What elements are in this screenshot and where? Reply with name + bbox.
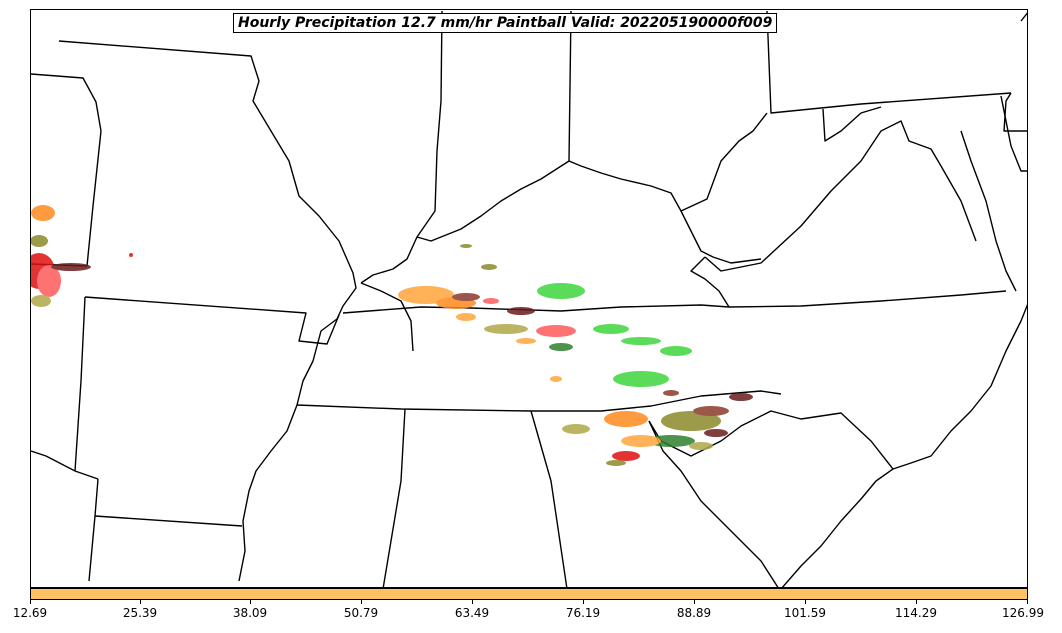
colorbar-tick bbox=[916, 600, 917, 604]
border-oh-wv bbox=[680, 112, 768, 212]
ohio-river bbox=[416, 160, 762, 264]
precip-blob bbox=[484, 324, 528, 334]
precip-blob bbox=[507, 307, 535, 315]
precip-blob bbox=[456, 313, 476, 321]
colorbar-tick-label: 12.69 bbox=[12, 606, 48, 620]
border-ok-ar bbox=[74, 296, 86, 472]
border-tx-ar bbox=[88, 478, 99, 582]
border-in-oh bbox=[568, 10, 572, 162]
precip-blob bbox=[562, 424, 590, 434]
mississippi-river bbox=[58, 40, 357, 582]
colorbar-tick bbox=[583, 600, 584, 604]
border-ky-tn bbox=[342, 304, 730, 314]
colorbar-tick-label: 126.99 bbox=[1002, 606, 1044, 620]
colorbar-tick-label: 101.59 bbox=[784, 606, 826, 620]
state-boundaries bbox=[31, 10, 1027, 587]
border-il-in bbox=[360, 10, 443, 284]
border-ok-tx bbox=[31, 450, 99, 480]
precip-blob bbox=[613, 371, 669, 387]
chesapeake bbox=[1000, 95, 1027, 172]
precip-blob bbox=[606, 460, 626, 466]
precip-blob bbox=[31, 205, 55, 221]
precip-blob bbox=[31, 235, 48, 247]
map-title: Hourly Precipitation 12.7 mm/hr Paintbal… bbox=[233, 13, 778, 33]
precip-blob bbox=[537, 283, 585, 299]
border-ar-la bbox=[94, 515, 243, 527]
border-mo-ar bbox=[84, 296, 340, 345]
colorbar-tick bbox=[140, 600, 141, 604]
colorbar-tick bbox=[30, 600, 31, 604]
colorbar-tick-label: 50.79 bbox=[343, 606, 379, 620]
map-canvas bbox=[31, 10, 1027, 587]
border-ga-sc bbox=[648, 420, 779, 587]
precip-blob bbox=[612, 451, 640, 461]
border-ky-west bbox=[360, 282, 414, 352]
precip-blob bbox=[37, 265, 61, 297]
border-nc-sc bbox=[648, 410, 894, 470]
precip-blob bbox=[460, 244, 472, 248]
colorbar-tick-label: 76.19 bbox=[565, 606, 601, 620]
border-va-wv bbox=[704, 120, 942, 272]
colorbar-tick-label: 114.29 bbox=[895, 606, 937, 620]
precip-blob bbox=[663, 390, 679, 396]
precip-blob bbox=[647, 435, 695, 447]
chesapeake-west bbox=[940, 130, 1017, 292]
border-mo-west bbox=[86, 130, 102, 267]
colorbar-tick bbox=[250, 600, 251, 604]
precip-blob bbox=[31, 295, 51, 307]
colorbar bbox=[30, 588, 1028, 600]
precip-blob bbox=[536, 325, 576, 337]
precip-blob bbox=[604, 411, 648, 427]
precip-blob bbox=[452, 293, 480, 301]
precip-blob bbox=[729, 393, 753, 401]
map-panel bbox=[30, 9, 1028, 588]
precip-blob bbox=[661, 411, 721, 431]
border-ky-va bbox=[690, 256, 730, 308]
precip-blob bbox=[693, 406, 729, 416]
colorbar-tick bbox=[472, 600, 473, 604]
colorbar-tick bbox=[694, 600, 695, 604]
border-pa-ny bbox=[766, 10, 1012, 114]
coast-delmarva bbox=[1003, 12, 1027, 132]
colorbar-tick-label: 25.39 bbox=[122, 606, 158, 620]
border-al-ga bbox=[530, 410, 568, 587]
coast-nc-sc bbox=[892, 304, 1027, 470]
precip-blob bbox=[549, 343, 573, 351]
border-tn-va-nc bbox=[728, 290, 1007, 308]
precip-blob bbox=[51, 263, 91, 271]
precip-blob bbox=[621, 435, 661, 447]
colorbar-tick-label: 88.89 bbox=[676, 606, 712, 620]
border-tn-south bbox=[296, 390, 782, 412]
colorbar-tick bbox=[1027, 600, 1028, 604]
precip-blob bbox=[481, 264, 497, 270]
precip-blob bbox=[704, 429, 728, 437]
precip-blob bbox=[516, 338, 536, 344]
border-ia-mo bbox=[31, 73, 102, 132]
colorbar-tick-label: 63.49 bbox=[454, 606, 490, 620]
coast-sc-ga bbox=[781, 468, 894, 587]
precip-blob bbox=[483, 298, 499, 304]
precip-blob bbox=[593, 324, 629, 334]
border-ms-al bbox=[382, 408, 406, 587]
precip-blob bbox=[689, 442, 713, 450]
colorbar-tick-label: 38.09 bbox=[232, 606, 268, 620]
precip-blob bbox=[129, 253, 133, 257]
precip-blob bbox=[550, 376, 562, 382]
colorbar-tick bbox=[361, 600, 362, 604]
colorbar-tick bbox=[805, 600, 806, 604]
precip-blob bbox=[660, 346, 692, 356]
border-md-de bbox=[822, 106, 882, 142]
precip-blob bbox=[621, 337, 661, 345]
precipitation-paintballs bbox=[31, 205, 753, 466]
